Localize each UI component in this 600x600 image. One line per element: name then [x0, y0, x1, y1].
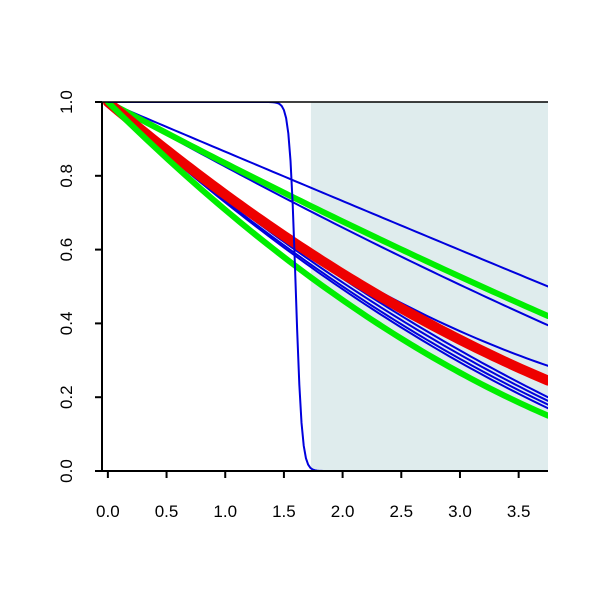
x-tick-label: 1.0 — [213, 502, 237, 521]
series-line-9 — [102, 102, 548, 386]
plot-background — [310, 102, 548, 471]
y-tick-label: 1.0 — [57, 90, 76, 114]
series-line-1 — [106, 102, 548, 288]
y-tick-label: 0.6 — [57, 238, 76, 262]
shaded-region — [310, 102, 548, 471]
y-tick-label: 0.2 — [57, 385, 76, 409]
x-tick-label: 1.5 — [272, 502, 296, 521]
y-tick-label: 0.0 — [57, 459, 76, 483]
x-tick-label: 2.5 — [389, 502, 413, 521]
y-tick-label: 0.4 — [57, 312, 76, 336]
axes: 0.0 0.5 1.0 1.5 2.0 2.5 3.0 3.5 0.0 0.2 0.4 0.6 0.8 1… — [57, 90, 548, 521]
x-tick-label: 3.5 — [507, 502, 531, 521]
series-line-3 — [104, 102, 548, 320]
x-tick-label: 2.0 — [331, 502, 355, 521]
x-tick-label: 0.5 — [155, 502, 179, 521]
series-line-10 — [104, 102, 548, 419]
x-tick-label: 0.0 — [96, 502, 120, 521]
y-tick-label: 0.8 — [57, 164, 76, 188]
x-tick-label: 3.0 — [448, 502, 472, 521]
